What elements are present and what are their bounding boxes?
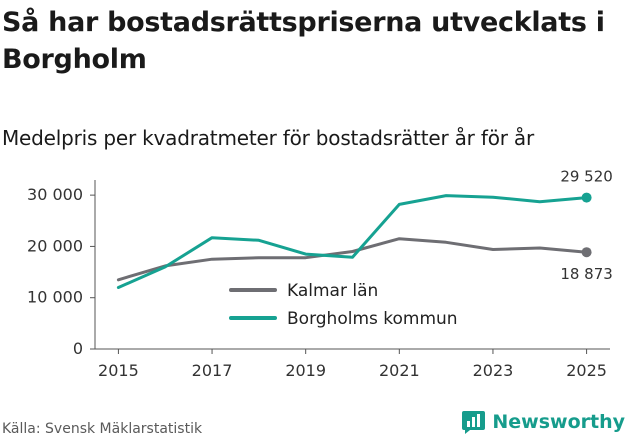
series-line-0	[116, 237, 589, 282]
series-end-label-1: 29 520	[560, 168, 613, 186]
series-line-1	[116, 194, 589, 289]
y-tick-label: 0	[73, 339, 83, 358]
series-end-label-0: 18 873	[560, 265, 613, 283]
y-tick-label: 30 000	[27, 185, 83, 204]
source-note: Källa: Svensk Mäklarstatistik	[2, 421, 203, 437]
legend-label-1: Borgholms kommun	[287, 309, 458, 329]
x-tick-label: 2015	[98, 361, 139, 380]
chart-title: Så har bostadsrättspriserna utvecklats i…	[2, 7, 605, 75]
x-tick-label: 2025	[566, 361, 607, 380]
series-end-marker-1	[581, 192, 592, 203]
y-tick-label: 20 000	[27, 236, 83, 255]
newsworthy-logo-icon	[462, 411, 486, 434]
x-tick-label: 2021	[379, 361, 420, 380]
brand-name: Newsworthy	[492, 410, 625, 433]
series-end-marker-0	[581, 247, 592, 258]
x-tick-label: 2019	[285, 361, 326, 380]
legend-label-0: Kalmar län	[287, 281, 378, 301]
x-tick-label: 2017	[192, 361, 233, 380]
y-tick-label: 10 000	[27, 288, 83, 307]
line-chart: 0 10 000 20 000 30 000 2015 2017 2019 2021 2023 2…	[27, 168, 613, 380]
chart-subtitle: Medelpris per kvadratmeter för bostadsrä…	[2, 126, 534, 150]
brand-link[interactable]: Newsworthy	[461, 409, 625, 434]
x-tick-label: 2023	[473, 361, 514, 380]
